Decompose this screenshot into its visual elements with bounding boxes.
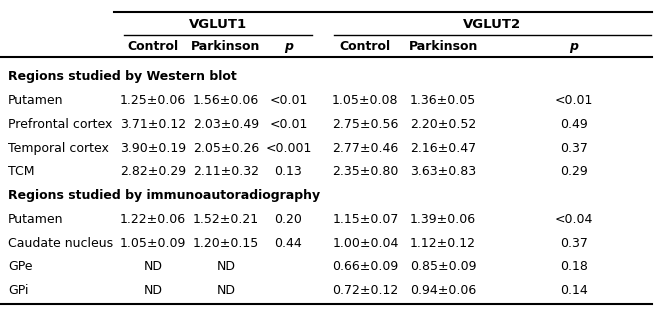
Text: 0.37: 0.37 (560, 142, 588, 155)
Text: ND: ND (216, 260, 235, 273)
Text: Regions studied by immunoautoradiography: Regions studied by immunoautoradiography (8, 189, 320, 202)
Text: 2.03±0.49: 2.03±0.49 (193, 118, 259, 131)
Text: 1.05±0.09: 1.05±0.09 (119, 237, 186, 250)
Text: 1.39±0.06: 1.39±0.06 (410, 213, 476, 226)
Text: ND: ND (143, 284, 162, 297)
Text: ND: ND (143, 260, 162, 273)
Text: 1.20±0.15: 1.20±0.15 (193, 237, 259, 250)
Text: 1.56±0.06: 1.56±0.06 (193, 94, 259, 107)
Text: 0.20: 0.20 (274, 213, 302, 226)
Text: 2.75±0.56: 2.75±0.56 (332, 118, 399, 131)
Text: VGLUT1: VGLUT1 (189, 18, 247, 31)
Text: 0.13: 0.13 (274, 165, 302, 178)
Text: Temporal cortex: Temporal cortex (8, 142, 109, 155)
Text: 0.72±0.12: 0.72±0.12 (332, 284, 398, 297)
Text: 1.12±0.12: 1.12±0.12 (410, 237, 476, 250)
Text: 2.77±0.46: 2.77±0.46 (332, 142, 398, 155)
Text: 3.90±0.19: 3.90±0.19 (120, 142, 186, 155)
Text: Putamen: Putamen (8, 94, 63, 107)
Text: Prefrontal cortex: Prefrontal cortex (8, 118, 113, 131)
Text: GPi: GPi (8, 284, 29, 297)
Text: Control: Control (340, 41, 391, 54)
Text: 1.52±0.21: 1.52±0.21 (193, 213, 259, 226)
Text: 0.14: 0.14 (560, 284, 588, 297)
Text: 3.71±0.12: 3.71±0.12 (120, 118, 186, 131)
Text: p: p (570, 41, 578, 54)
Text: 0.49: 0.49 (560, 118, 588, 131)
Text: VGLUT2: VGLUT2 (463, 18, 522, 31)
Text: 1.36±0.05: 1.36±0.05 (410, 94, 476, 107)
Text: GPe: GPe (8, 260, 33, 273)
Text: 1.00±0.04: 1.00±0.04 (332, 237, 399, 250)
Text: Parkinson: Parkinson (191, 41, 261, 54)
Text: <0.01: <0.01 (269, 94, 307, 107)
Text: 0.18: 0.18 (560, 260, 588, 273)
Text: 2.16±0.47: 2.16±0.47 (410, 142, 476, 155)
Text: 0.44: 0.44 (274, 237, 302, 250)
Text: 0.29: 0.29 (560, 165, 588, 178)
Text: Parkinson: Parkinson (408, 41, 478, 54)
Text: 2.35±0.80: 2.35±0.80 (332, 165, 399, 178)
Text: TCM: TCM (8, 165, 35, 178)
Text: 2.20±0.52: 2.20±0.52 (410, 118, 476, 131)
Text: 0.37: 0.37 (560, 237, 588, 250)
Text: 2.11±0.32: 2.11±0.32 (193, 165, 259, 178)
Text: 1.25±0.06: 1.25±0.06 (119, 94, 186, 107)
Text: <0.001: <0.001 (265, 142, 311, 155)
Text: 2.82±0.29: 2.82±0.29 (120, 165, 186, 178)
Text: Caudate nucleus: Caudate nucleus (8, 237, 113, 250)
Text: 1.22±0.06: 1.22±0.06 (120, 213, 186, 226)
Text: p: p (284, 41, 293, 54)
Text: <0.01: <0.01 (555, 94, 593, 107)
Text: 0.66±0.09: 0.66±0.09 (332, 260, 398, 273)
Text: 2.05±0.26: 2.05±0.26 (193, 142, 259, 155)
Text: ND: ND (216, 284, 235, 297)
Text: <0.04: <0.04 (555, 213, 593, 226)
Text: 0.85±0.09: 0.85±0.09 (410, 260, 476, 273)
Text: Control: Control (127, 41, 178, 54)
Text: Putamen: Putamen (8, 213, 63, 226)
Text: 0.94±0.06: 0.94±0.06 (410, 284, 476, 297)
Text: Regions studied by Western blot: Regions studied by Western blot (8, 70, 237, 83)
Text: 1.05±0.08: 1.05±0.08 (332, 94, 399, 107)
Text: 3.63±0.83: 3.63±0.83 (410, 165, 476, 178)
Text: 1.15±0.07: 1.15±0.07 (332, 213, 399, 226)
Text: <0.01: <0.01 (269, 118, 307, 131)
